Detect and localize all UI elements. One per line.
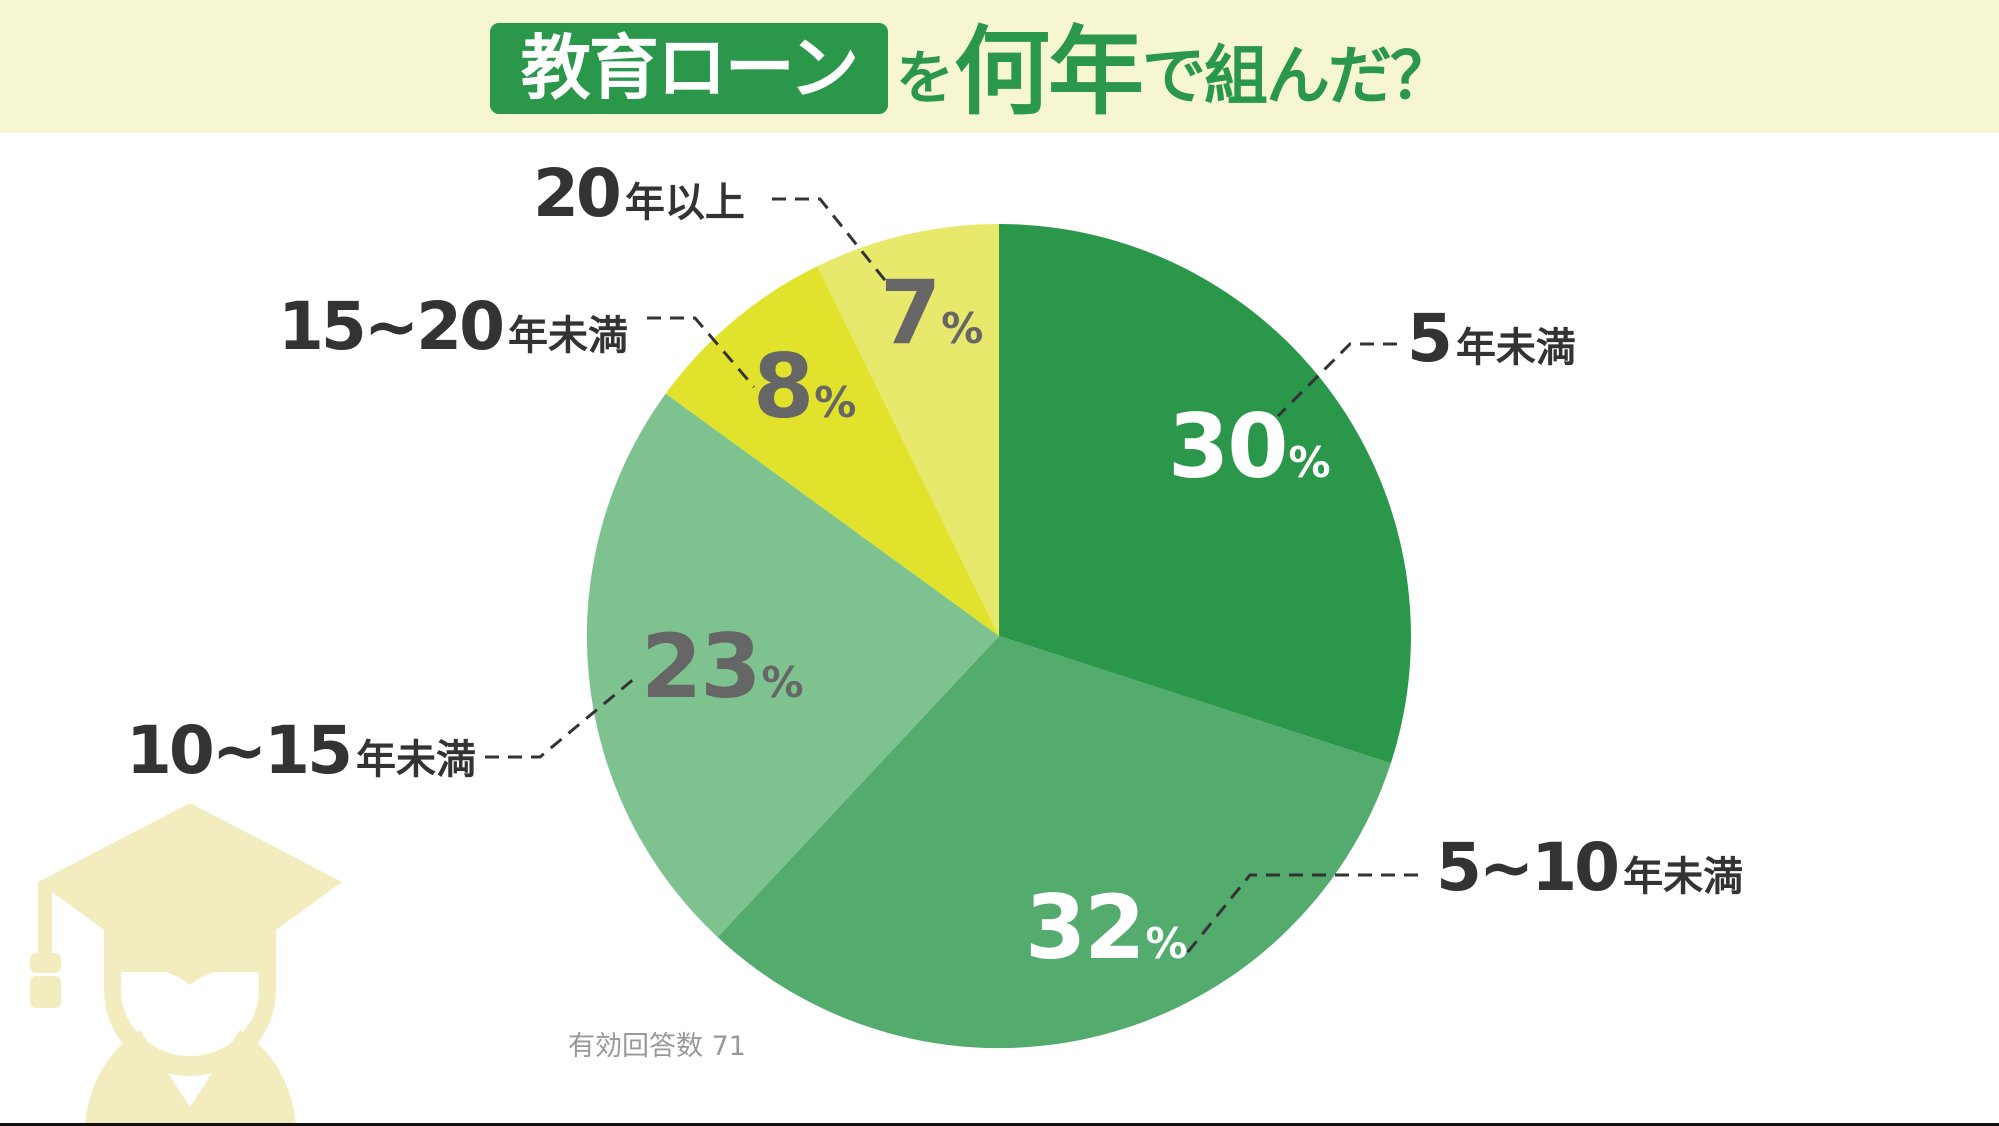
- label-number: 5~10: [1436, 829, 1620, 906]
- title-tail: で組んだ？: [1142, 40, 1454, 114]
- label-unit: 年以上: [624, 180, 745, 226]
- pct-10-15y: 23 %: [641, 615, 804, 718]
- pct-5-10y: 32 %: [1025, 876, 1188, 979]
- pct-value: 30: [1168, 395, 1288, 498]
- bottom-border: [0, 1123, 1999, 1126]
- leader-5-10y: [1181, 873, 1418, 959]
- pct-sign: %: [761, 658, 804, 707]
- leader-under-5y: [1276, 342, 1397, 418]
- leader-over-20y: [772, 197, 894, 290]
- pct-15-20y: 8 %: [753, 335, 856, 438]
- pct-sign: %: [1145, 919, 1188, 968]
- label-unit: 年未満: [356, 737, 476, 783]
- label-number: 5: [1407, 300, 1453, 377]
- slice-15-20y[interactable]: [665, 266, 999, 636]
- label-15-20y: 15~20 年未満: [278, 288, 628, 365]
- pct-sign: %: [814, 378, 857, 427]
- title-rest: を 何年 で組んだ？: [896, 8, 1454, 128]
- pct-over-20y: 7 %: [880, 261, 983, 364]
- label-unit: 年未満: [508, 313, 628, 359]
- label-number: 15~20: [278, 288, 505, 365]
- slice-under-5y[interactable]: [999, 224, 1411, 764]
- pct-value: 32: [1025, 876, 1145, 979]
- label-over-20y: 20 年以上: [533, 155, 745, 232]
- label-number: 20: [533, 155, 622, 232]
- slice-over-20y[interactable]: [817, 223, 999, 636]
- pie-chart: [586, 223, 1411, 1049]
- pct-value: 8: [753, 335, 814, 438]
- slice-10-15y[interactable]: [586, 393, 999, 938]
- label-unit: 年未満: [1623, 854, 1744, 900]
- pct-value: 23: [641, 615, 761, 718]
- pct-under-5y: 30 %: [1168, 395, 1331, 498]
- label-number: 10~15: [126, 712, 353, 789]
- pct-sign: %: [941, 304, 984, 353]
- label-5-10y: 5~10 年未満: [1436, 829, 1743, 906]
- slice-5-10y[interactable]: [717, 636, 1391, 1049]
- title-emphasis: 何年: [954, 16, 1144, 128]
- leader-lines: [485, 197, 1418, 959]
- leader-15-20y: [647, 316, 756, 388]
- header-band: 教育ローン を 何年 で組んだ？: [0, 0, 1999, 133]
- title-particle: を: [896, 44, 955, 112]
- label-10-15y: 10~15 年未満: [126, 712, 476, 789]
- title-highlight-box: 教育ローン: [490, 23, 888, 114]
- label-under-5y: 5 年未満: [1407, 300, 1576, 377]
- response-count-note: 有効回答数 71: [568, 1031, 746, 1062]
- title-highlight: 教育ローン: [520, 27, 859, 109]
- pct-sign: %: [1288, 438, 1331, 487]
- graduate-icon: [30, 803, 342, 1126]
- label-unit: 年未満: [1455, 325, 1576, 371]
- leader-10-15y: [485, 676, 636, 759]
- pct-value: 7: [880, 261, 941, 364]
